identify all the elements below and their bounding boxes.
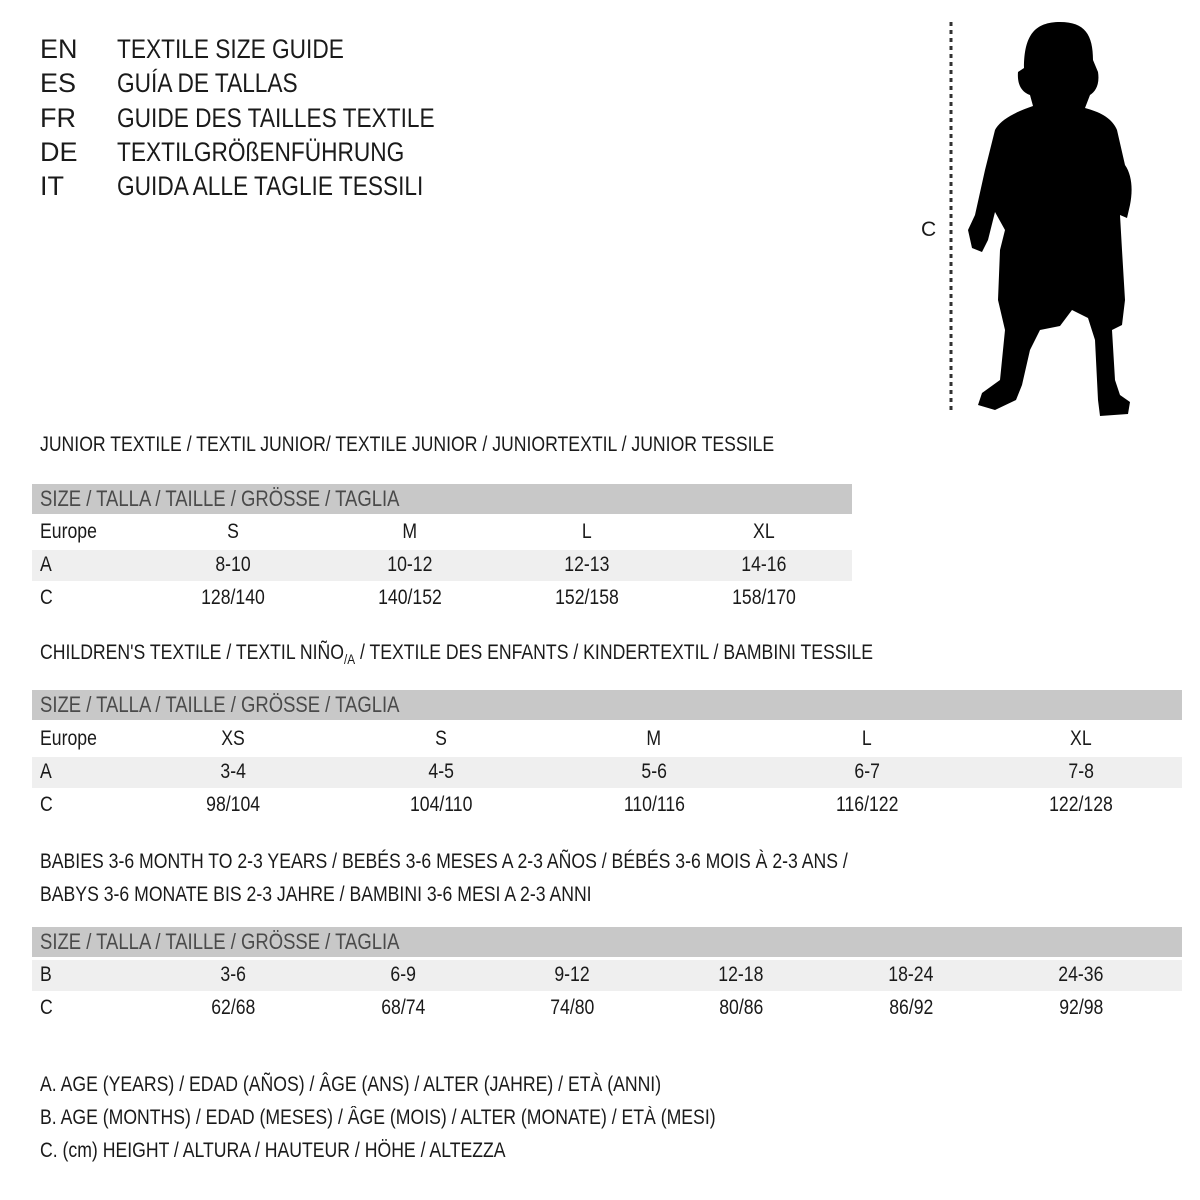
legend-a: A. AGE (YEARS) / EDAD (AÑOS) / ÂGE (ANS)… (40, 1073, 662, 1096)
table-row: A 3-4 4-5 5-6 6-7 7-8 (32, 757, 1182, 788)
table-row: A 8-10 10-12 12-13 14-16 (32, 550, 852, 581)
junior-section-title: JUNIOR TEXTILE / TEXTIL JUNIOR/ TEXTILE … (40, 433, 775, 456)
table-cell: 5-6 (641, 760, 667, 783)
legend-b: B. AGE (MONTHS) / EDAD (MESES) / ÂGE (MO… (40, 1106, 716, 1129)
table-cell: 86/92 (888, 996, 934, 1019)
lang-title-de: TEXTILGRÖßENFÜHRUNG (117, 137, 405, 167)
table-cell: 128/140 (201, 586, 265, 609)
table-cell: 68/74 (380, 996, 426, 1019)
table-cell: 9-12 (554, 963, 590, 986)
row-label: A (40, 553, 52, 576)
child-silhouette-shape (968, 22, 1132, 416)
table-cell: 12-18 (718, 963, 764, 986)
row-label: B (40, 963, 52, 986)
lang-code-en: EN (40, 34, 78, 64)
table-cell: 3-6 (220, 963, 246, 986)
lang-code-es: ES (40, 68, 77, 98)
table-cell: 12-13 (564, 553, 610, 576)
table-row: B 3-6 6-9 9-12 12-18 18-24 24-36 (32, 960, 1182, 991)
table-row: Europe XS S M L XL (32, 724, 1182, 755)
lang-title-es: GUÍA DE TALLAS (117, 68, 298, 98)
junior-size-header: SIZE / TALLA / TAILLE / GRÖSSE / TAGLIA (32, 484, 852, 514)
table-cell: XL (1070, 727, 1092, 750)
lang-title-en: TEXTILE SIZE GUIDE (117, 34, 344, 64)
table-cell: 7-8 (1068, 760, 1094, 783)
table-cell: 62/68 (210, 996, 256, 1019)
table-cell: XL (753, 520, 775, 543)
legend-c: C. (cm) HEIGHT / ALTURA / HAUTEUR / HÖHE… (40, 1139, 506, 1162)
row-label: C (40, 793, 53, 816)
table-cell: S (227, 520, 239, 543)
height-measure-label: C (921, 218, 937, 241)
lang-title-fr: GUIDE DES TAILLES TEXTILE (117, 103, 435, 133)
table-row: C 98/104 104/110 110/116 116/122 122/128 (32, 790, 1182, 821)
row-label: C (40, 586, 53, 609)
table-cell: 8-10 (215, 553, 251, 576)
table-cell: 104/110 (409, 793, 473, 816)
table-cell: 18-24 (888, 963, 934, 986)
table-cell: 140/152 (378, 586, 442, 609)
table-cell: 92/98 (1058, 996, 1104, 1019)
table-cell: 74/80 (549, 996, 595, 1019)
babies-size-header: SIZE / TALLA / TAILLE / GRÖSSE / TAGLIA (32, 927, 1182, 957)
children-section-title: CHILDREN'S TEXTILE / TEXTIL NIÑO/A / TEX… (40, 641, 874, 667)
table-cell: XS (221, 727, 245, 750)
lang-code-de: DE (40, 137, 78, 167)
table-cell: M (646, 727, 662, 750)
table-cell: 4-5 (428, 760, 454, 783)
table-cell: 110/116 (623, 793, 685, 816)
lang-code-fr: FR (40, 103, 76, 133)
babies-section-title-line2: BABYS 3-6 MONATE BIS 2-3 JAHRE / BAMBINI… (40, 883, 592, 906)
row-label: A (40, 760, 52, 783)
babies-section-title-line1: BABIES 3-6 MONTH TO 2-3 YEARS / BEBÉS 3-… (40, 850, 848, 873)
table-row: C 62/68 68/74 74/80 80/86 86/92 92/98 (32, 993, 1182, 1024)
table-cell: 152/158 (555, 586, 619, 609)
lang-title-it: GUIDA ALLE TAGLIE TESSILI (117, 171, 424, 201)
table-cell: L (582, 520, 592, 543)
table-cell: 116/122 (835, 793, 899, 816)
table-cell: 14-16 (741, 553, 787, 576)
table-cell: L (862, 727, 872, 750)
table-row: C 128/140 140/152 152/158 158/170 (32, 583, 852, 614)
table-row: Europe S M L XL (32, 517, 852, 548)
row-label: Europe (40, 520, 97, 543)
row-label: Europe (40, 727, 97, 750)
table-cell: 80/86 (718, 996, 764, 1019)
table-cell: 6-7 (854, 760, 880, 783)
table-cell: 98/104 (206, 793, 260, 816)
lang-code-it: IT (40, 171, 64, 201)
table-cell: 24-36 (1058, 963, 1104, 986)
table-cell: 3-4 (220, 760, 246, 783)
table-cell: 158/170 (732, 586, 796, 609)
children-size-header: SIZE / TALLA / TAILLE / GRÖSSE / TAGLIA (32, 690, 1182, 720)
row-label: C (40, 996, 53, 1019)
table-cell: 6-9 (390, 963, 416, 986)
table-cell: S (435, 727, 447, 750)
table-cell: M (402, 520, 418, 543)
table-cell: 10-12 (387, 553, 433, 576)
child-silhouette-icon (949, 22, 1132, 416)
table-cell: 122/128 (1049, 793, 1113, 816)
